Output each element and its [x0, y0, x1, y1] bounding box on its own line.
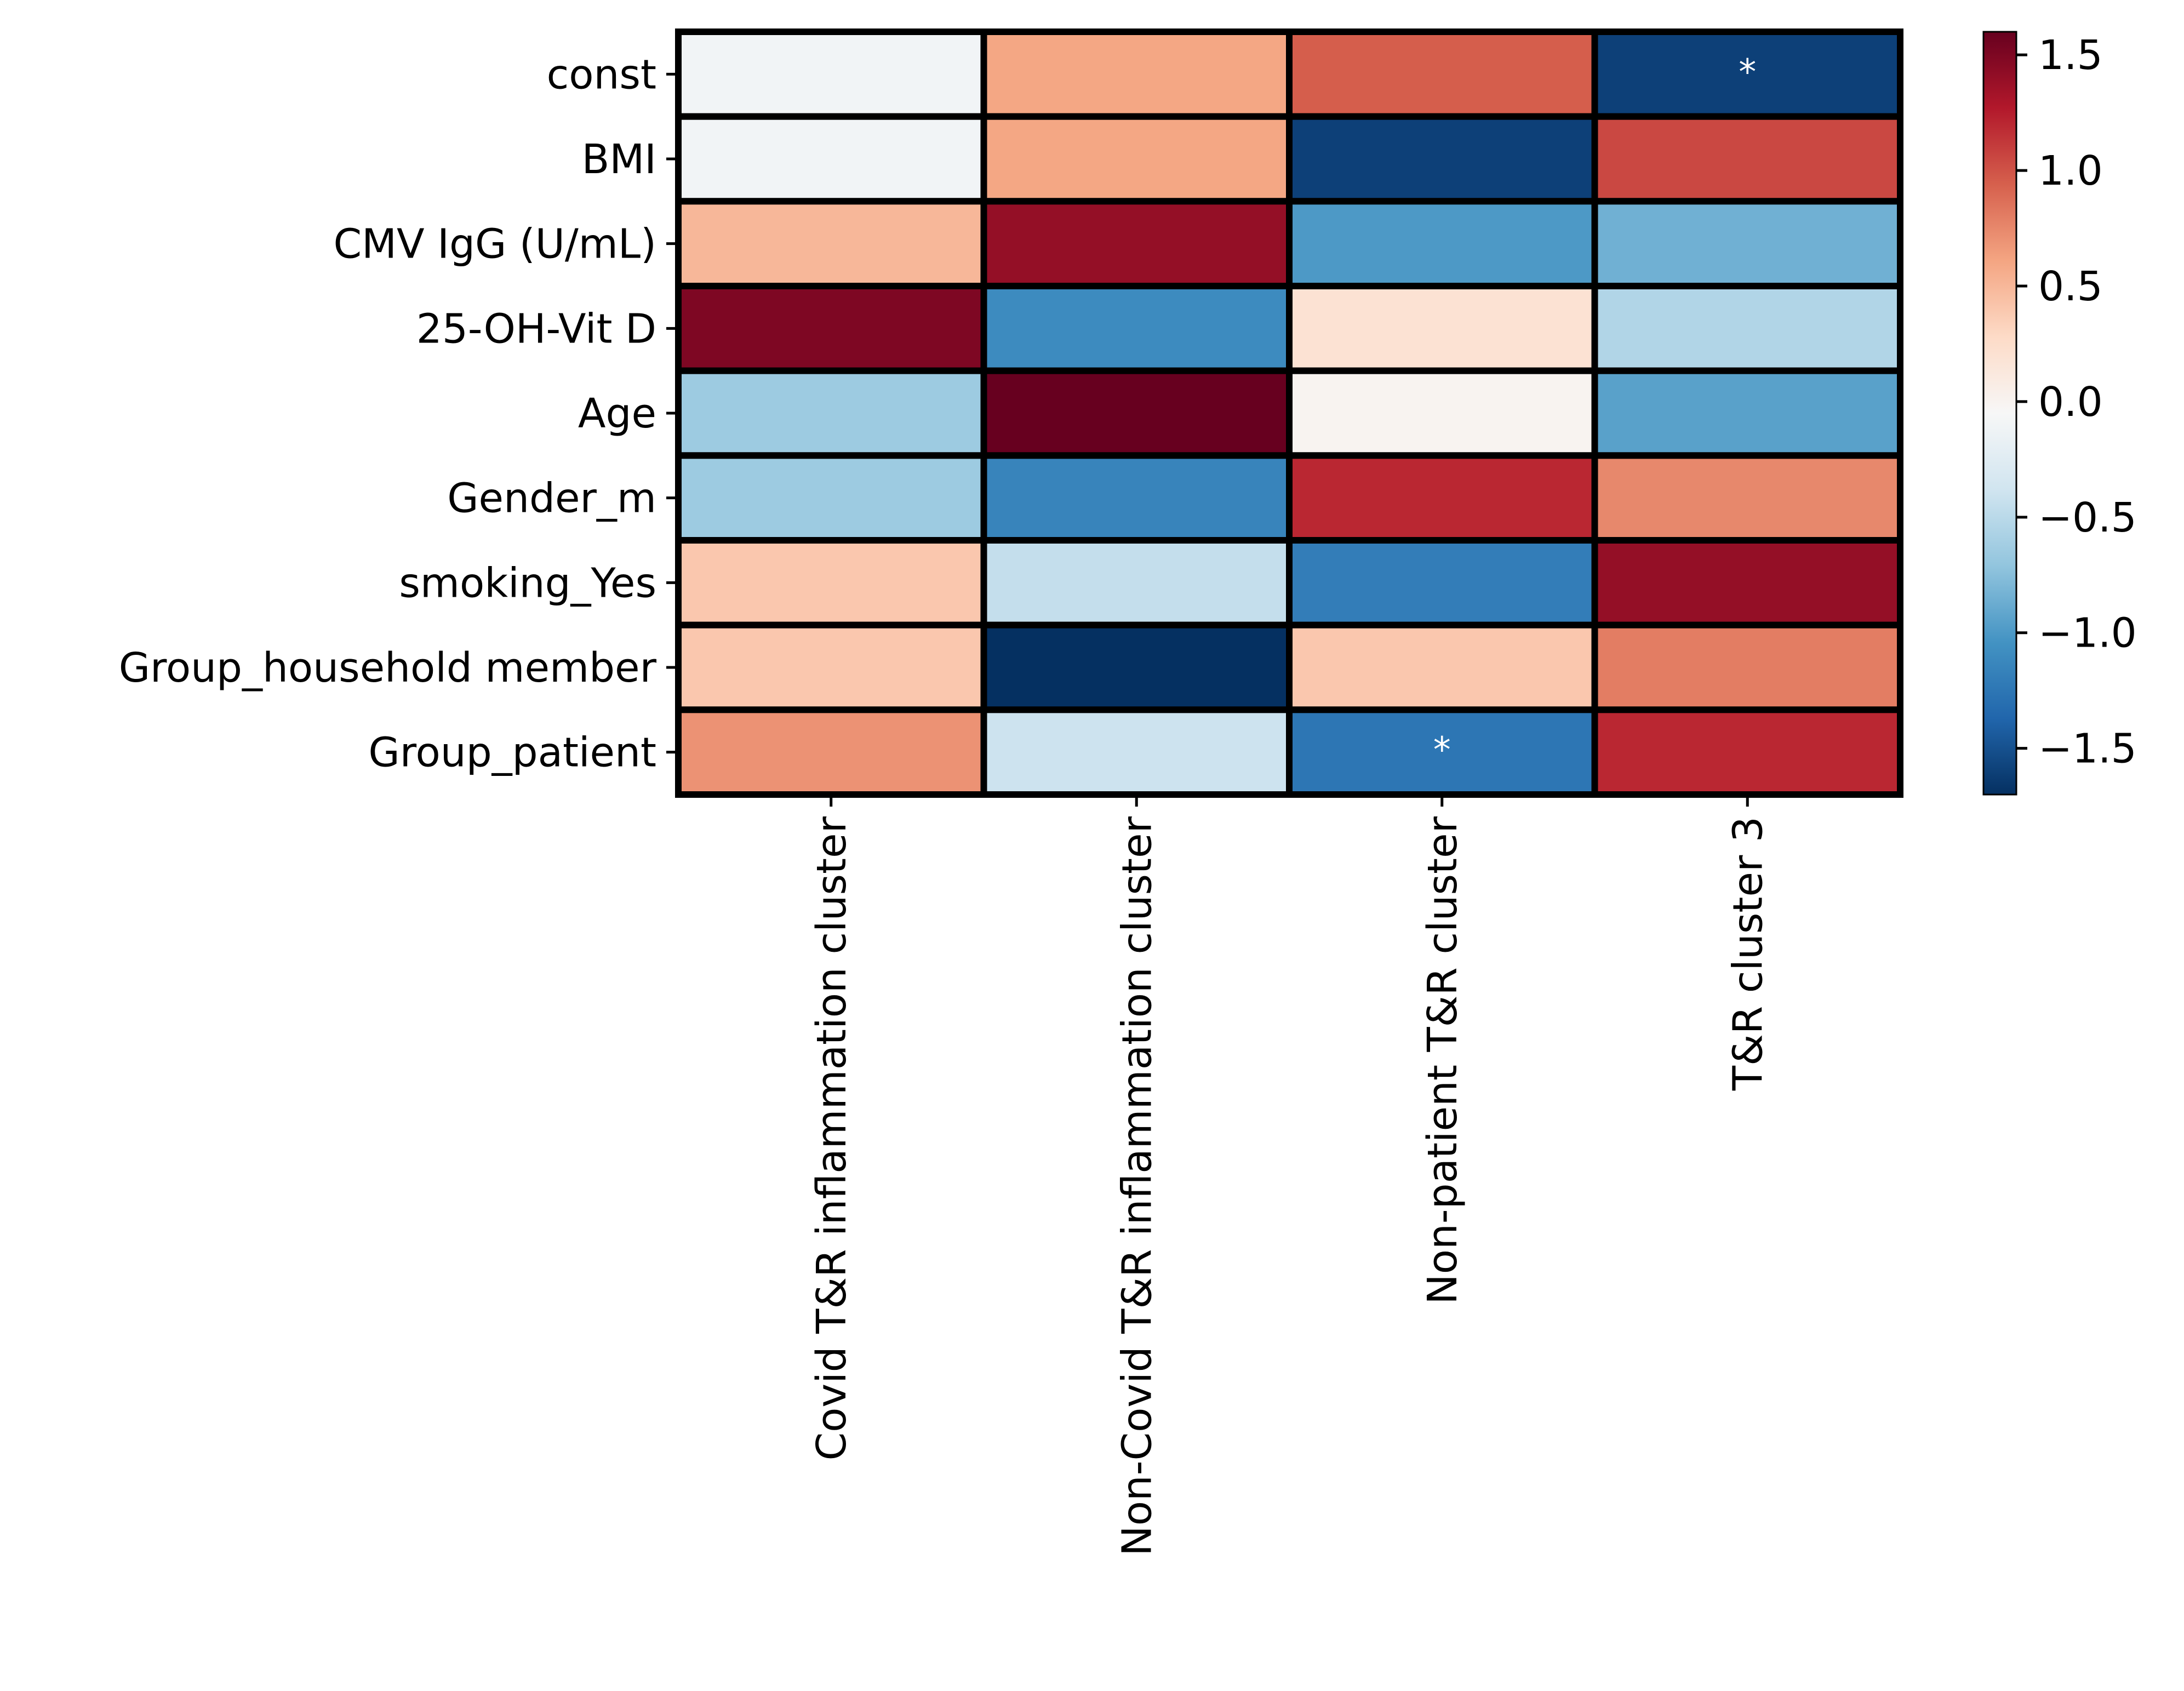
column-label: Covid T&R inflammation cluster [808, 816, 855, 1460]
colorbar-tick-label: −0.5 [2038, 494, 2137, 541]
colorbar-gradient [1983, 32, 2016, 795]
cell-annotations: ** [1433, 52, 1757, 770]
heatmap-cell [675, 621, 987, 713]
column-label: Non-Covid T&R inflammation cluster [1113, 816, 1160, 1556]
row-label: CMV IgG (U/mL) [334, 221, 656, 268]
heatmap-cell [1591, 113, 1903, 205]
colorbar-tick-label: 1.0 [2038, 147, 2103, 195]
heatmap-cell [980, 198, 1293, 290]
heatmap-cell [980, 706, 1293, 798]
row-label: Group_household member [119, 644, 657, 692]
heatmap-cells [675, 28, 1903, 798]
heatmap-cell [1286, 198, 1598, 290]
heatmap-cell [675, 28, 987, 120]
colorbar-frame [1982, 31, 2017, 796]
row-label: Gender_m [447, 475, 656, 522]
heatmap-cell [675, 198, 987, 290]
row-label: const [547, 51, 656, 98]
heatmap-cell [675, 452, 987, 544]
heatmap-cell [1286, 537, 1598, 629]
heatmap-cell [980, 28, 1293, 120]
heatmap-cell [980, 113, 1293, 205]
heatmap-cell [1286, 621, 1598, 713]
row-label: Age [578, 390, 656, 437]
heatmap-cell [675, 537, 987, 629]
heatmap-cell [1286, 113, 1598, 205]
row-label: 25-OH-Vit D [416, 305, 656, 352]
colorbar-tick-label: −1.5 [2038, 725, 2137, 773]
heatmap-cell [675, 706, 987, 798]
cell-annotation: * [1739, 52, 1756, 93]
heatmap-cell [980, 537, 1293, 629]
heatmap-cell [1286, 367, 1598, 459]
heatmap-cell [675, 113, 987, 205]
cell-annotation: * [1433, 730, 1451, 771]
heatmap-cell [980, 621, 1293, 713]
colorbar-tick-label: 0.5 [2038, 263, 2103, 310]
heatmap-cell [1591, 452, 1903, 544]
heatmap-cell [1591, 621, 1903, 713]
heatmap-cell [1591, 367, 1903, 459]
column-labels: Covid T&R inflammation cluster Non-Covid … [808, 795, 1771, 1556]
heatmap-cell [1286, 452, 1598, 544]
heatmap-cell [1591, 198, 1903, 290]
heatmap-cell [980, 283, 1293, 374]
colorbar-tick-label: 0.0 [2038, 379, 2103, 426]
heatmap-cell [1591, 706, 1903, 798]
heatmap-cell [1286, 283, 1598, 374]
row-labels: const BMI CMV IgG (U/mL) 25-OH-Vit D Age Gend… [119, 51, 678, 776]
heatmap-cell [1591, 283, 1903, 374]
heatmap-cell [980, 452, 1293, 544]
heatmap-cell [980, 367, 1293, 459]
heatmap-cell [675, 367, 987, 459]
heatmap-cell [1591, 537, 1903, 629]
row-label: BMI [582, 136, 656, 183]
colorbar: 1.5 1.0 0.5 0.0 −0.5 −1.0 −1.5 [1982, 31, 2137, 796]
heatmap-cell [675, 283, 987, 374]
column-label: Non-patient T&R cluster [1419, 816, 1466, 1304]
row-label: Group_patient [368, 729, 656, 776]
column-label: T&R cluster 3 [1724, 816, 1771, 1091]
colorbar-tick-label: 1.5 [2038, 32, 2103, 79]
colorbar-tick-label: −1.0 [2038, 610, 2137, 657]
row-label: smoking_Yes [399, 559, 656, 607]
heatmap-cell [1286, 28, 1598, 120]
